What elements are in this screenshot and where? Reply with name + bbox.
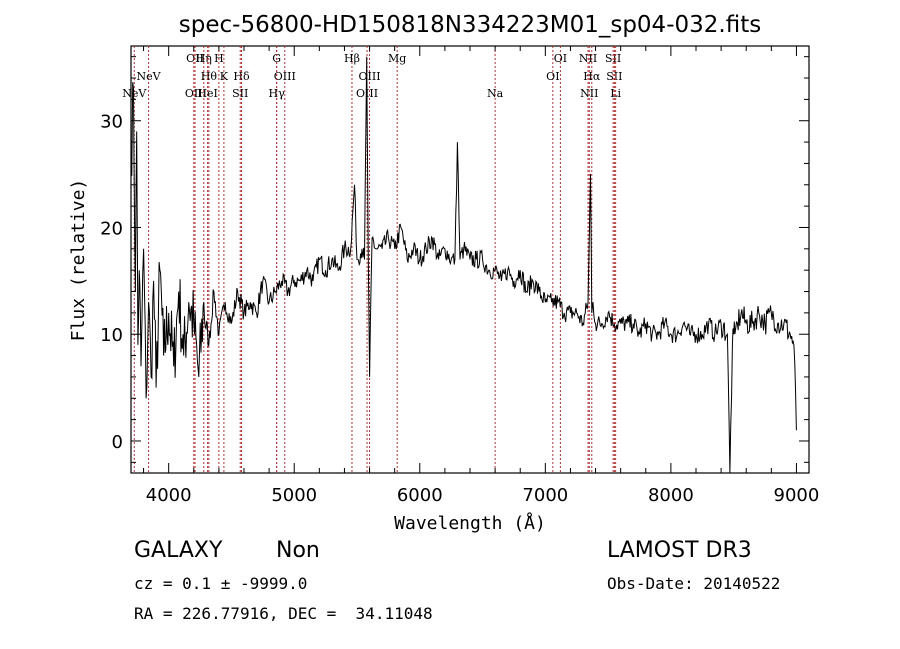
line-marker-label: Hδ bbox=[233, 70, 250, 83]
chart-title: spec-56800-HD150818N334223M01_sp04-032.f… bbox=[179, 12, 761, 38]
line-marker-label: NeV bbox=[122, 87, 147, 100]
redshift-text: cz = 0.1 ± -9999.0 bbox=[134, 574, 308, 593]
line-marker-label: Hβ bbox=[344, 52, 360, 65]
line-marker-label: OI bbox=[554, 52, 567, 65]
object-class-label: GALAXY bbox=[134, 538, 223, 563]
spectrum-line bbox=[130, 56, 797, 474]
line-marker-label: H bbox=[214, 52, 224, 65]
line-marker-label: K bbox=[220, 70, 229, 83]
x-tick-label: 6000 bbox=[397, 485, 443, 506]
survey-label: LAMOST DR3 bbox=[607, 538, 752, 563]
coordinates-text: RA = 226.77916, DEC = 34.11048 bbox=[134, 604, 433, 623]
x-tick-label: 8000 bbox=[648, 485, 694, 506]
line-marker-label: HeI bbox=[197, 87, 217, 100]
line-marker-label: Li bbox=[610, 87, 621, 100]
line-marker-label: SII bbox=[606, 70, 622, 83]
line-marker-label: OII bbox=[185, 87, 203, 100]
obs-date-text: Obs-Date: 20140522 bbox=[607, 574, 781, 593]
line-marker-label: Hα bbox=[583, 70, 601, 83]
x-tick-label: 7000 bbox=[522, 485, 568, 506]
y-tick-label: 10 bbox=[100, 325, 123, 346]
line-marker-label: Hη bbox=[196, 52, 212, 65]
x-axis-label: Wavelength (Å) bbox=[394, 512, 546, 534]
x-tick-label: 5000 bbox=[271, 485, 317, 506]
y-tick-label: 20 bbox=[100, 218, 123, 239]
line-marker-label: Mg bbox=[388, 52, 406, 65]
line-marker-label: OII bbox=[186, 52, 204, 65]
line-marker-label: SII bbox=[605, 52, 621, 65]
line-marker-label: Na bbox=[487, 87, 504, 100]
y-tick-label: 0 bbox=[112, 432, 123, 453]
line-marker-label: Hθ bbox=[201, 70, 218, 83]
line-marker-label: NII bbox=[579, 52, 597, 65]
line-marker-label: NeV bbox=[137, 70, 162, 83]
y-axis-label: Flux (relative) bbox=[68, 179, 89, 342]
object-subclass-label: Non bbox=[276, 538, 320, 563]
line-marker-label: OI bbox=[546, 70, 559, 83]
line-marker-label: OIII bbox=[274, 70, 296, 83]
axis-ticks-layer: 4000 5000 6000 7000 8000 9000 0 10 20 30 bbox=[100, 46, 819, 506]
line-marker-label: SII bbox=[232, 87, 248, 100]
y-tick-label: 30 bbox=[100, 112, 123, 133]
x-tick-label: 4000 bbox=[146, 485, 192, 506]
line-marker-label: Hγ bbox=[269, 87, 286, 100]
line-marker-label: NII bbox=[580, 87, 598, 100]
x-tick-label: 9000 bbox=[774, 485, 820, 506]
line-marker-label: OIII bbox=[359, 70, 381, 83]
